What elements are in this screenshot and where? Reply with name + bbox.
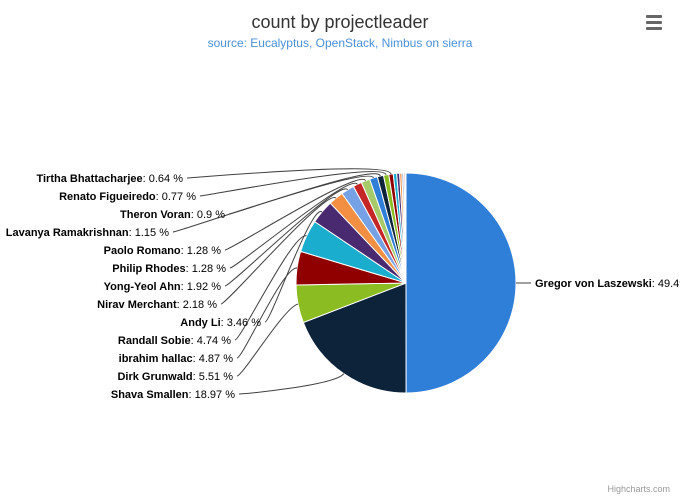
- label-connector: [237, 304, 298, 376]
- slice-label: Gregor von Laszewski: 49.49 %: [535, 278, 680, 290]
- slice-label: Nirav Merchant: 2.18 %: [97, 299, 217, 311]
- slice-label: Randall Sobie: 4.74 %: [118, 335, 231, 347]
- credits-link[interactable]: Highcharts.com: [607, 484, 670, 494]
- slice-label: Shava Smallen: 18.97 %: [111, 389, 235, 401]
- label-connector: [239, 374, 344, 394]
- slice-label: Andy Li: 3.46 %: [180, 317, 261, 329]
- slice-label: Yong-Yeol Ahn: 1.92 %: [104, 281, 222, 293]
- slice-label: Paolo Romano: 1.28 %: [104, 245, 222, 257]
- slice-label: Philip Rhodes: 1.28 %: [112, 263, 226, 275]
- slice-label: Lavanya Ramakrishnan: 1.15 %: [6, 227, 169, 239]
- slice-label: Renato Figueiredo: 0.77 %: [59, 191, 196, 203]
- pie-svg: Gregor von Laszewski: 49.49 % Shava Small…: [0, 0, 680, 500]
- slice-label: Tirtha Bhattacharjee: 0.64 %: [36, 173, 183, 185]
- slice-label: Dirk Grunwald: 5.51 %: [117, 371, 233, 383]
- slice-label: Theron Voran: 0.9 %: [120, 209, 225, 221]
- pie-chart-container: count by projectleader source: Eucalyptu…: [0, 0, 680, 500]
- pie-slice[interactable]: [406, 173, 516, 393]
- slice-label: ibrahim hallac: 4.87 %: [119, 353, 234, 365]
- label-connector: [237, 268, 297, 358]
